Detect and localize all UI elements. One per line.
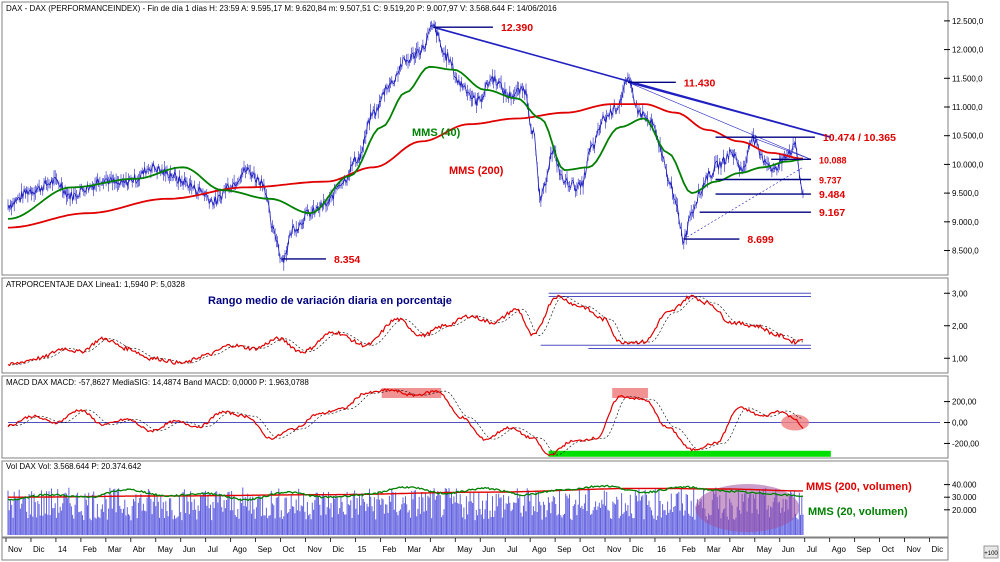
x-tick-label: Feb (83, 545, 97, 554)
atr-header: ATRPORCENTAJE DAX Linea1: 1,5940 P: 5,03… (6, 280, 185, 289)
x-tick-label: Feb (682, 545, 696, 554)
level-label: 8.699 (747, 234, 773, 246)
level-label: 9.737 (819, 175, 842, 185)
x-tick-label: May (457, 545, 472, 554)
x-tick-label: 14 (58, 545, 67, 554)
level-label: 9.167 (819, 207, 845, 219)
x-tick-label: May (158, 545, 173, 554)
x-tick-label: Jul (807, 545, 817, 554)
y-tick-label: 30.000 (952, 493, 977, 502)
macd-panel (1, 375, 949, 459)
level-label: 12.390 (501, 22, 533, 34)
vol-mms20-line (7, 484, 804, 502)
x-tick-label: Oct (283, 545, 296, 554)
y-tick-label: 8.500,0 (952, 247, 979, 256)
macd-top-highlight (381, 388, 442, 398)
macd-bottom-highlight (548, 450, 831, 457)
x-tick-label: Oct (582, 545, 595, 554)
level-label: 10.088 (819, 155, 847, 165)
x-tick-label: Oct (882, 545, 895, 554)
y-tick-label: 10.500,0 (952, 132, 984, 141)
trend-line-thin (627, 82, 812, 160)
level-label: 8.354 (334, 254, 360, 266)
x-tick-label: Dic (932, 545, 944, 554)
atr-panel (1, 277, 949, 374)
y-tick-label: 40.000 (952, 481, 977, 490)
x-tick-label: Mar (407, 545, 421, 554)
x-axis-bar (1, 537, 949, 561)
macd-ellipse (781, 414, 810, 431)
macd-signal-line (8, 389, 804, 456)
x-tick-label: Jul (208, 545, 218, 554)
price-series-line (7, 22, 804, 263)
vol-mms200-label: MMS (200, volumen) (806, 481, 912, 493)
y-tick-label: -200,00 (952, 439, 980, 448)
level-label: 10.474 / 10.365 (823, 132, 896, 144)
y-tick-label: 12.000,0 (952, 46, 984, 55)
x-tick-label: Sep (557, 545, 572, 554)
volume-ellipse (695, 484, 800, 532)
macd-top-highlight (612, 388, 648, 398)
atr-line (7, 294, 804, 367)
x-tick-label: Dic (332, 545, 344, 554)
volume-header: Vol DAX Vol: 3.568.644 P: 20.374.642 (6, 462, 142, 471)
y-tick-label: 11.000,0 (952, 103, 983, 112)
macd-header: MACD DAX MACD: -57,8627 MediaSIG: 14,487… (6, 378, 309, 387)
x-tick-label: Abr (133, 545, 146, 554)
macd-line (7, 388, 804, 456)
x-tick-label: Feb (382, 545, 396, 554)
zoom-button-label: +100 (984, 551, 998, 557)
x-tick-label: Dic (632, 545, 644, 554)
x-tick-label: Jun (782, 545, 795, 554)
y-tick-label: 2,00 (952, 322, 968, 331)
x-tick-label: Mar (707, 545, 721, 554)
y-tick-label: 10.000,0 (952, 160, 984, 169)
x-tick-label: Nov (607, 545, 621, 554)
x-tick-label: Sep (258, 545, 273, 554)
y-tick-label: 3,00 (952, 289, 968, 298)
x-tick-label: Abr (732, 545, 745, 554)
x-tick-label: Ago (233, 545, 248, 554)
x-tick-label: Ago (832, 545, 847, 554)
x-tick-label: Dic (33, 545, 45, 554)
x-tick-label: Mar (108, 545, 122, 554)
x-tick-label: Abr (432, 545, 445, 554)
x-tick-label: 15 (357, 545, 366, 554)
atr-signal-line (8, 296, 804, 366)
vol-mms20-label: MMS (20, volumen) (808, 506, 908, 518)
y-tick-label: 9.500,0 (952, 189, 979, 198)
x-tick-label: Jun (183, 545, 196, 554)
y-tick-label: 0,00 (952, 419, 968, 428)
x-tick-label: Sep (857, 545, 872, 554)
level-label: 11.430 (684, 77, 716, 89)
x-tick-label: Jul (507, 545, 517, 554)
atr-title: Rango medio de variación diaria en porce… (208, 295, 452, 307)
trend-line-secondary (627, 81, 832, 138)
x-tick-label: Nov (907, 545, 921, 554)
trend-line-thin-2 (751, 136, 812, 160)
level-label: 9.484 (819, 189, 845, 201)
y-tick-label: 20.000 (952, 506, 977, 515)
zoom-button[interactable] (983, 545, 999, 559)
x-tick-label: 16 (657, 545, 666, 554)
x-tick-label: May (757, 545, 772, 554)
mms200-label: MMS (200) (449, 165, 504, 177)
x-tick-label: Nov (308, 545, 322, 554)
y-tick-label: 12.500,0 (952, 17, 984, 26)
y-tick-label: 11.500,0 (952, 74, 983, 83)
y-tick-label: 1,00 (952, 354, 968, 363)
price-panel (1, 1, 949, 276)
price-header: DAX - DAX (PERFORMANCEINDEX) - Fin de dí… (6, 4, 557, 13)
x-tick-label: Jun (482, 545, 495, 554)
x-tick-label: Nov (8, 545, 22, 554)
mms40-label: MMS (40) (412, 127, 461, 139)
y-tick-label: 9.000,0 (952, 218, 979, 227)
mms40-line (7, 65, 804, 220)
vol-mms200-line (8, 487, 803, 498)
y-tick-label: 200,00 (952, 398, 977, 407)
mms200-line (7, 103, 804, 229)
x-tick-label: Ago (532, 545, 547, 554)
